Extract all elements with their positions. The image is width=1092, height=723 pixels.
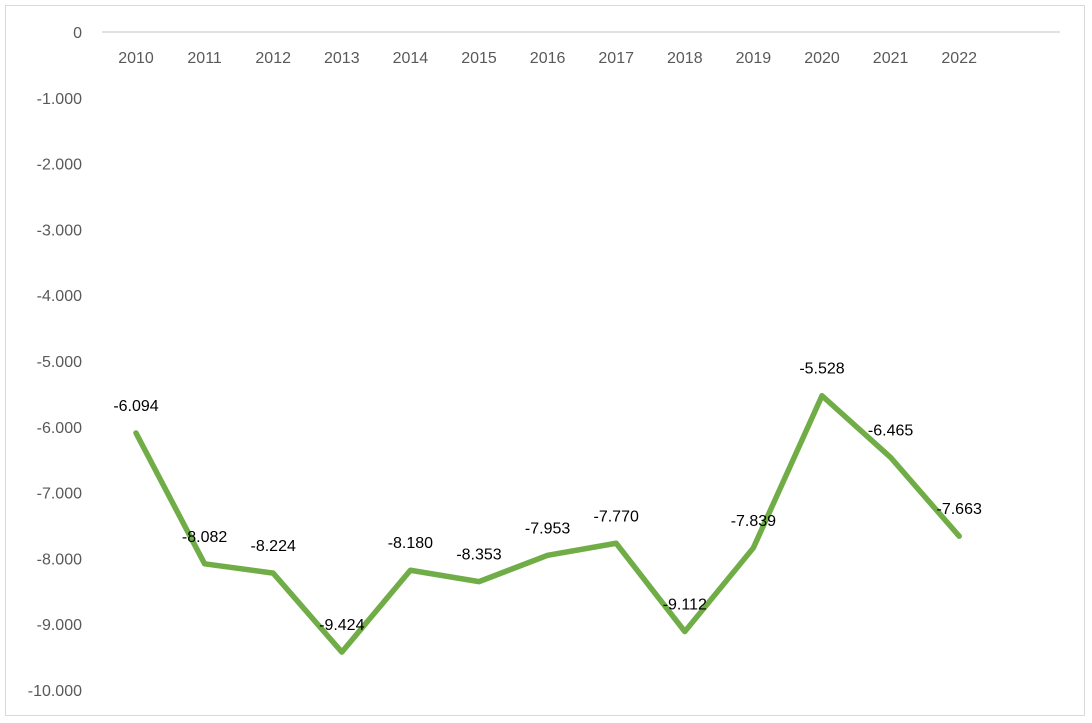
data-label: -9.424 xyxy=(319,617,364,634)
x-tick-label: 2016 xyxy=(530,50,566,67)
y-tick-label: -6.000 xyxy=(37,420,82,437)
x-tick-label: 2013 xyxy=(324,50,360,67)
y-tick-label: -9.000 xyxy=(37,617,82,634)
data-label: -8.082 xyxy=(182,529,227,546)
x-tick-label: 2015 xyxy=(461,50,497,67)
y-tick-label: -8.000 xyxy=(37,551,82,568)
data-label: -6.465 xyxy=(868,422,913,439)
x-axis-tick-labels: 2010 2011 2012 2013 2014 2015 2016 2017 2018 2019… xyxy=(118,50,977,67)
data-label: -8.224 xyxy=(251,538,296,555)
x-tick-label: 2017 xyxy=(598,50,634,67)
y-tick-label: -10.000 xyxy=(28,683,82,700)
y-tick-label: -2.000 xyxy=(37,157,82,174)
y-tick-label: -7.000 xyxy=(37,486,82,503)
x-tick-label: 2022 xyxy=(941,50,977,67)
data-label: -9.112 xyxy=(663,597,707,614)
data-label: -8.180 xyxy=(388,535,433,552)
series-line xyxy=(133,392,962,655)
data-label: -8.353 xyxy=(456,547,501,564)
data-label: -7.953 xyxy=(525,520,570,537)
y-tick-label: -5.000 xyxy=(37,354,82,371)
x-tick-label: 2010 xyxy=(118,50,154,67)
chart-area xyxy=(5,5,1085,716)
x-tick-label: 2019 xyxy=(736,50,772,67)
x-tick-label: 2012 xyxy=(255,50,291,67)
x-tick-label: 2014 xyxy=(393,50,429,67)
data-label: -7.770 xyxy=(594,508,639,525)
y-tick-label: -1.000 xyxy=(37,91,82,108)
x-tick-label: 2020 xyxy=(804,50,840,67)
data-label: -7.663 xyxy=(937,501,982,518)
data-label: -5.528 xyxy=(799,361,844,378)
series-line-layer xyxy=(133,392,962,655)
x-tick-label: 2021 xyxy=(873,50,909,67)
y-tick-label: 0 xyxy=(73,25,82,42)
data-label: -6.094 xyxy=(113,398,158,415)
y-tick-label: -4.000 xyxy=(37,288,82,305)
y-axis-tick-labels: 0 -1.000 -2.000 -3.000 -4.000 -5.000 -6.000 -7.… xyxy=(28,25,82,700)
data-label: -7.839 xyxy=(731,513,776,530)
y-tick-label: -3.000 xyxy=(37,222,82,239)
data-labels: -6.094 -8.082 -8.224 -9.424 -8.180 -8.353 -7.9… xyxy=(113,361,982,634)
x-tick-label: 2011 xyxy=(187,50,222,67)
x-tick-label: 2018 xyxy=(667,50,703,67)
